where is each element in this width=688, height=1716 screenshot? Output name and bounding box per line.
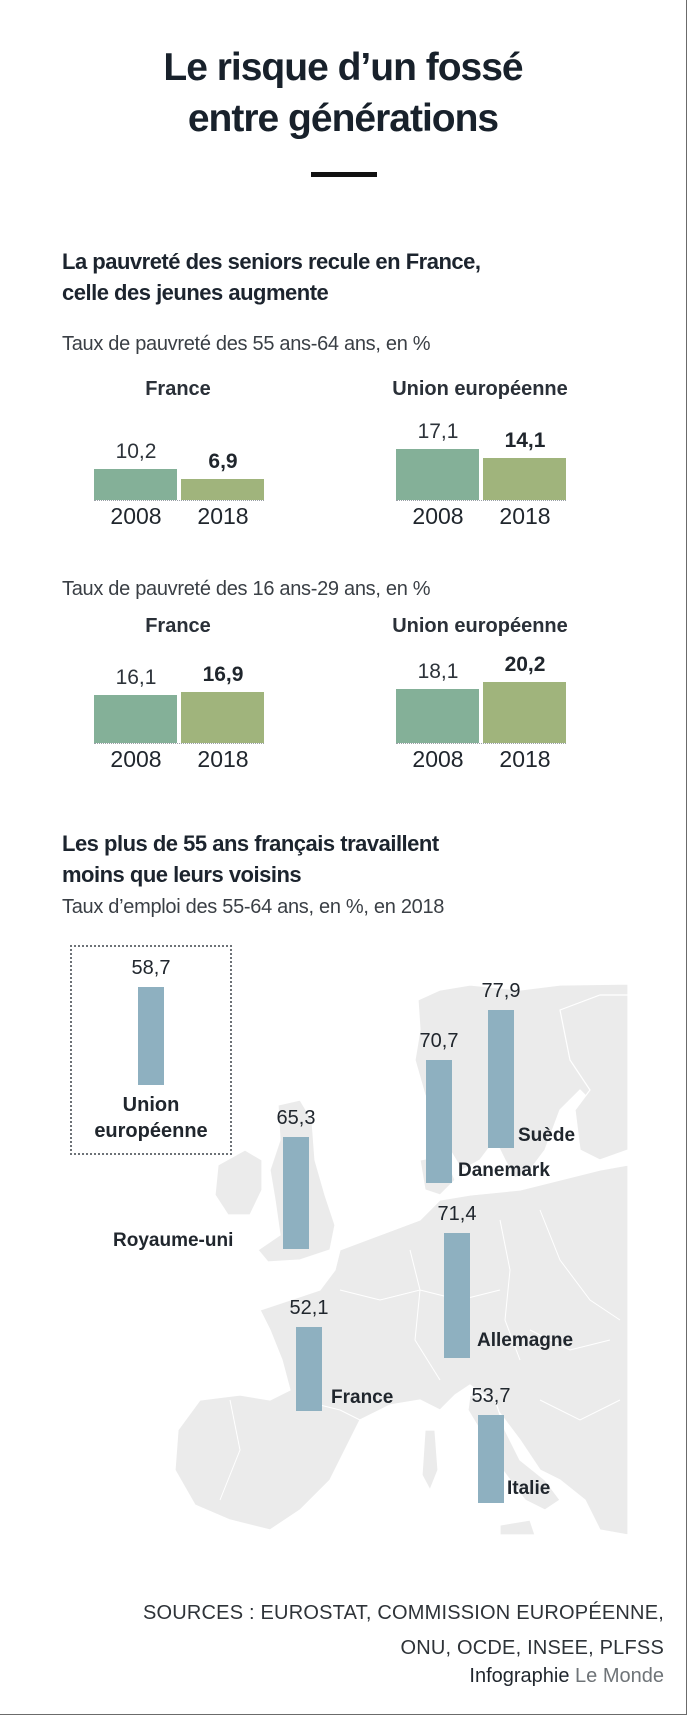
employment-label-italy: Italie bbox=[507, 1478, 551, 1499]
eu-reference-box bbox=[70, 945, 232, 1155]
youth-france-bar-2018 bbox=[181, 692, 264, 743]
map-continent bbox=[174, 1164, 629, 1536]
employment-bar-denmark bbox=[426, 1059, 452, 1183]
youth-eu-baseline bbox=[396, 743, 566, 744]
seniors-france-value-2018: 6,9 bbox=[208, 450, 238, 474]
section1-title-line-1: La pauvreté des seniors recule en France… bbox=[62, 249, 481, 274]
map-corsica-sardinia bbox=[421, 1429, 439, 1492]
employment-value-germany: 71,4 bbox=[437, 1203, 477, 1226]
employment-bar-france bbox=[296, 1326, 322, 1411]
sources-line-2: ONU, OCDE, INSEE, PLFSS bbox=[400, 1637, 664, 1659]
employment-label-eu: Union européenne bbox=[94, 1094, 208, 1142]
employment-bar-germany bbox=[444, 1233, 470, 1358]
chart-employment-subtitle: Taux d’emploi des 55-64 ans, en %, en 20… bbox=[62, 896, 445, 918]
map-borders bbox=[219, 1209, 621, 1501]
section2-title-line-2: moins que leurs voisins bbox=[62, 862, 302, 887]
map-sicily bbox=[499, 1519, 536, 1536]
map-ireland bbox=[214, 1149, 263, 1216]
youth-france-baseline bbox=[94, 743, 264, 744]
title-divider bbox=[311, 172, 377, 177]
employment-value-denmark: 70,7 bbox=[419, 1029, 459, 1052]
main-title-line-1: Le risque d’un fossé bbox=[163, 46, 523, 89]
credit-brand: Le Monde bbox=[575, 1665, 664, 1687]
seniors-france-bar-2018 bbox=[181, 479, 264, 500]
youth-eu-bar-2008 bbox=[396, 688, 479, 743]
youth-eu-year-2018: 2018 bbox=[499, 746, 551, 772]
employment-value-sweden: 77,9 bbox=[481, 979, 521, 1002]
chart-seniors-subtitle: Taux de pauvreté des 55 ans-64 ans, en % bbox=[62, 333, 431, 355]
chart-youth-group-france: France bbox=[145, 615, 211, 637]
map-land bbox=[174, 983, 629, 1536]
employment-label-sweden: Suède bbox=[518, 1125, 576, 1146]
employment-bar-sweden bbox=[488, 1009, 514, 1148]
employment-bar-united-kingdom bbox=[283, 1137, 309, 1249]
employment-bar-italy bbox=[478, 1415, 504, 1503]
section2-title-line-1: Les plus de 55 ans français travaillent bbox=[62, 831, 439, 856]
seniors-eu-value-2018: 14,1 bbox=[504, 428, 546, 452]
main-title: Le risque d’un fossé entre générations bbox=[0, 42, 686, 144]
seniors-eu-bar-2008 bbox=[396, 448, 479, 500]
youth-eu-value-2008: 18,1 bbox=[417, 659, 459, 683]
employment-value-france: 52,1 bbox=[289, 1296, 329, 1319]
youth-eu-value-2018: 20,2 bbox=[504, 653, 546, 677]
section1-title-line-2: celle des jeunes augmente bbox=[62, 280, 329, 305]
seniors-france-baseline bbox=[94, 500, 264, 501]
employment-value-united-kingdom: 65,3 bbox=[276, 1107, 316, 1130]
employment-value-italy: 53,7 bbox=[471, 1385, 511, 1408]
employment-label-france: France bbox=[331, 1387, 394, 1408]
youth-eu-year-2008: 2008 bbox=[412, 746, 464, 772]
section2-title: Les plus de 55 ans français travaillent … bbox=[62, 828, 439, 890]
employment-label-denmark: Danemark bbox=[458, 1160, 550, 1181]
youth-france-value-2008: 16,1 bbox=[115, 665, 157, 689]
seniors-eu-bar-2018 bbox=[483, 457, 566, 500]
chart-youth-group-eu: Union européenne bbox=[392, 615, 568, 637]
youth-eu-bar-2018 bbox=[483, 682, 566, 743]
seniors-france-bar-2008 bbox=[94, 469, 177, 500]
chart-youth-subtitle: Taux de pauvreté des 16 ans-29 ans, en % bbox=[62, 578, 431, 600]
map-finland-baltics bbox=[559, 994, 629, 1161]
youth-france-bar-2008 bbox=[94, 694, 177, 743]
employment-bar-eu bbox=[138, 986, 164, 1085]
seniors-eu-value-2008: 17,1 bbox=[417, 419, 459, 443]
seniors-france-year-2008: 2008 bbox=[110, 503, 162, 529]
youth-france-value-2018: 16,9 bbox=[202, 663, 244, 687]
sources-note: SOURCES : EUROSTAT, COMMISSION EUROPÉENN… bbox=[143, 1596, 664, 1666]
employment-label-united-kingdom: Royaume-uni bbox=[113, 1230, 234, 1251]
credit: Infographie Le Monde bbox=[469, 1665, 664, 1688]
seniors-eu-year-2018: 2018 bbox=[499, 503, 551, 529]
youth-france-year-2018: 2018 bbox=[197, 746, 249, 772]
chart-seniors-group-eu: Union européenne bbox=[392, 378, 568, 400]
youth-france-year-2008: 2008 bbox=[110, 746, 162, 772]
main-title-line-2: entre générations bbox=[187, 97, 499, 140]
employment-label-germany: Allemagne bbox=[477, 1330, 574, 1351]
seniors-eu-baseline bbox=[396, 500, 566, 501]
seniors-eu-year-2008: 2008 bbox=[412, 503, 464, 529]
employment-value-eu: 58,7 bbox=[131, 956, 171, 979]
credit-prefix: Infographie bbox=[469, 1665, 570, 1687]
sources-line-1: SOURCES : EUROSTAT, COMMISSION EUROPÉENN… bbox=[142, 1602, 664, 1624]
chart-seniors-group-france: France bbox=[145, 378, 211, 400]
section1-title: La pauvreté des seniors recule en France… bbox=[62, 246, 481, 308]
seniors-france-year-2018: 2018 bbox=[197, 503, 249, 529]
seniors-france-value-2008: 10,2 bbox=[115, 440, 157, 464]
